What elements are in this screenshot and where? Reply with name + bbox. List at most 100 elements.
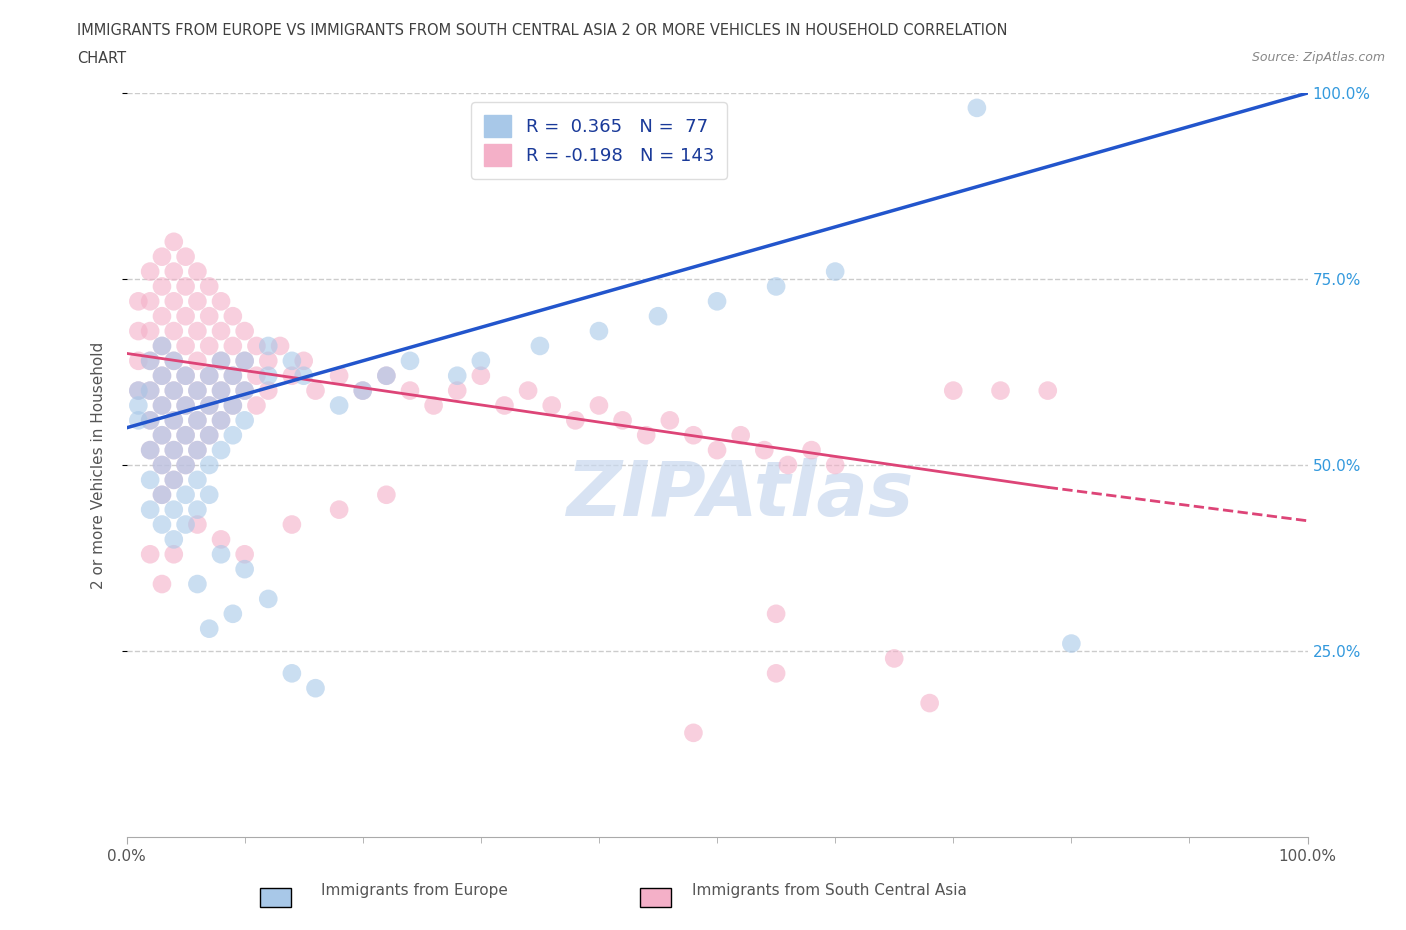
- Point: [198, 398, 221, 413]
- Point: [186, 353, 208, 368]
- Point: [658, 413, 681, 428]
- Point: [233, 383, 256, 398]
- Point: [883, 651, 905, 666]
- Point: [209, 413, 232, 428]
- Point: [174, 517, 197, 532]
- Point: [163, 413, 186, 428]
- Point: [163, 294, 186, 309]
- Point: [233, 353, 256, 368]
- Point: [139, 443, 162, 458]
- Point: [186, 383, 208, 398]
- Point: [257, 353, 280, 368]
- Point: [186, 472, 208, 487]
- Point: [647, 309, 669, 324]
- Point: [706, 294, 728, 309]
- Point: [198, 398, 221, 413]
- Point: [174, 487, 197, 502]
- Point: [612, 413, 634, 428]
- Point: [198, 309, 221, 324]
- Point: [186, 324, 208, 339]
- Point: [765, 279, 787, 294]
- Point: [163, 264, 186, 279]
- Point: [198, 428, 221, 443]
- Point: [150, 309, 173, 324]
- Point: [150, 368, 173, 383]
- Point: [174, 458, 197, 472]
- Point: [1060, 636, 1083, 651]
- Point: [163, 353, 186, 368]
- Point: [174, 398, 197, 413]
- Point: [375, 368, 398, 383]
- Point: [233, 353, 256, 368]
- Point: [139, 294, 162, 309]
- Point: [375, 487, 398, 502]
- Point: [174, 398, 197, 413]
- Point: [139, 443, 162, 458]
- Point: [209, 353, 232, 368]
- Point: [800, 443, 823, 458]
- Point: [174, 428, 197, 443]
- Point: [163, 383, 186, 398]
- Point: [139, 383, 162, 398]
- Point: [233, 324, 256, 339]
- Point: [139, 353, 162, 368]
- Point: [186, 264, 208, 279]
- Point: [150, 517, 173, 532]
- Point: [281, 368, 304, 383]
- Point: [174, 458, 197, 472]
- Point: [257, 368, 280, 383]
- Point: [328, 368, 350, 383]
- Point: [942, 383, 965, 398]
- Point: [540, 398, 562, 413]
- Point: [163, 353, 186, 368]
- Point: [174, 339, 197, 353]
- Point: [150, 487, 173, 502]
- Point: [127, 353, 149, 368]
- Point: [399, 383, 422, 398]
- Point: [163, 383, 186, 398]
- Point: [139, 547, 162, 562]
- Point: [209, 547, 232, 562]
- Point: [257, 591, 280, 606]
- Point: [163, 413, 186, 428]
- Point: [399, 353, 422, 368]
- Point: [163, 547, 186, 562]
- Point: [139, 383, 162, 398]
- Point: [198, 621, 221, 636]
- Point: [198, 368, 221, 383]
- Point: [150, 339, 173, 353]
- Point: [222, 309, 245, 324]
- Point: [824, 264, 846, 279]
- Point: [446, 383, 468, 398]
- Point: [375, 368, 398, 383]
- Point: [269, 339, 291, 353]
- Point: [139, 264, 162, 279]
- Point: [127, 324, 149, 339]
- Point: [222, 428, 245, 443]
- Point: [222, 339, 245, 353]
- Point: [990, 383, 1012, 398]
- Point: [776, 458, 799, 472]
- Point: [150, 279, 173, 294]
- Point: [765, 666, 787, 681]
- Point: [328, 398, 350, 413]
- Point: [636, 428, 658, 443]
- Point: [304, 383, 326, 398]
- Point: [245, 368, 267, 383]
- Point: [186, 517, 208, 532]
- Point: [328, 502, 350, 517]
- Point: [494, 398, 516, 413]
- Point: [588, 324, 610, 339]
- Point: [127, 383, 149, 398]
- Point: [198, 487, 221, 502]
- Point: [918, 696, 941, 711]
- Point: [186, 413, 208, 428]
- Point: [352, 383, 374, 398]
- Point: [222, 398, 245, 413]
- Point: [174, 368, 197, 383]
- Point: [163, 502, 186, 517]
- Point: [163, 472, 186, 487]
- Point: [422, 398, 444, 413]
- Point: [198, 428, 221, 443]
- Point: [150, 487, 173, 502]
